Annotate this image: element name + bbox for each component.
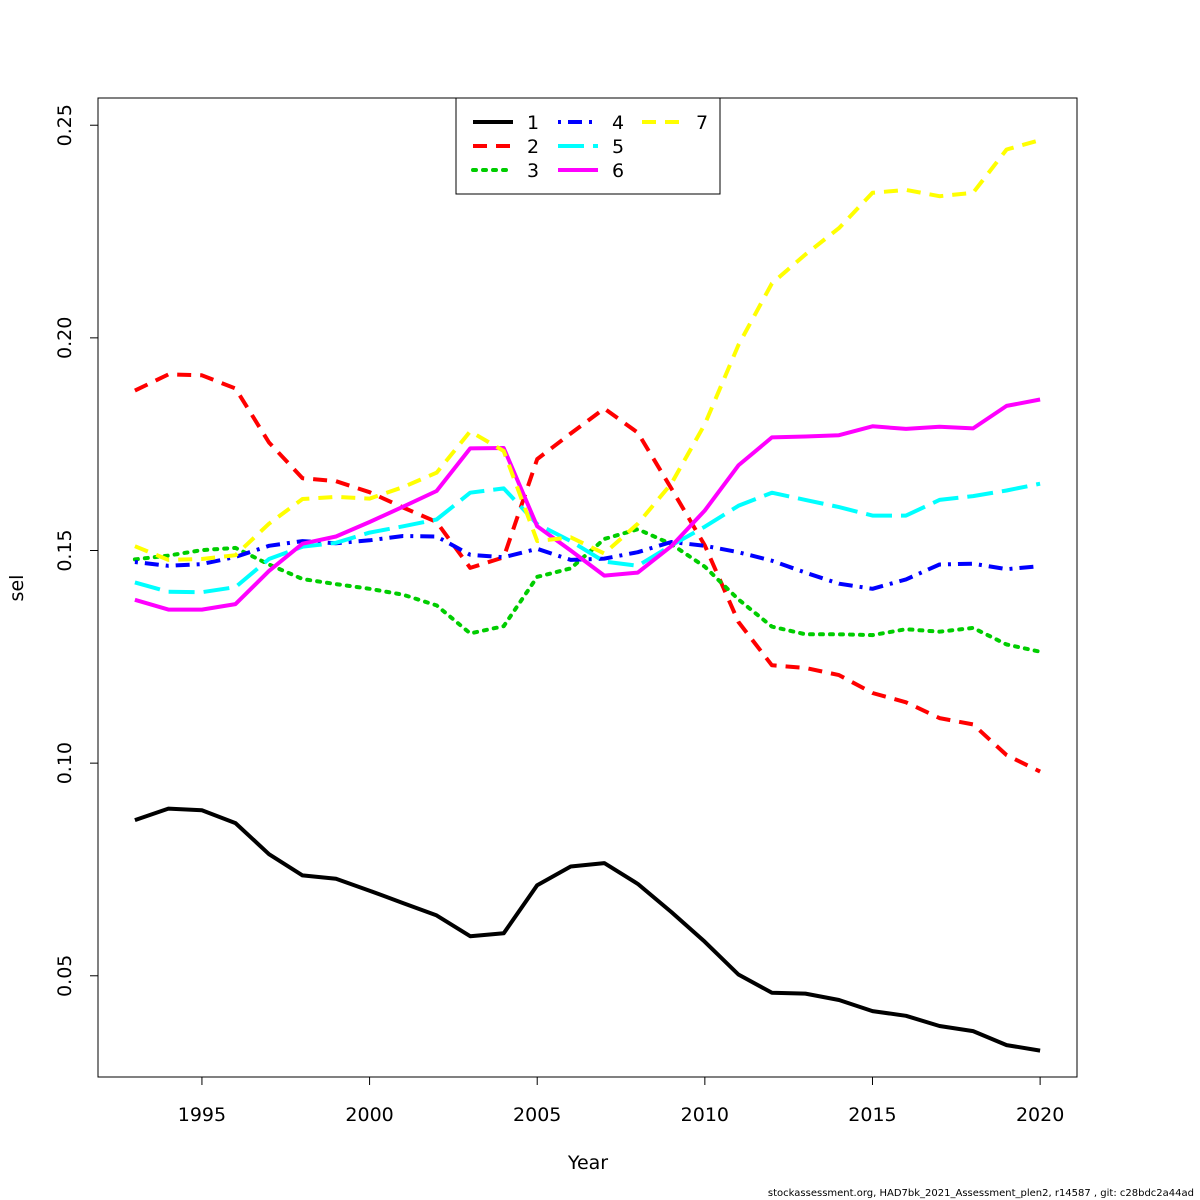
series-2-line (134, 372, 1041, 774)
series-5-line (134, 481, 1041, 595)
series-layer (132, 138, 1043, 1053)
series-1-line (134, 806, 1041, 1053)
legend-label-7: 7 (696, 112, 708, 134)
plot-frame (97, 97, 1078, 1078)
legend-label-4: 4 (612, 112, 624, 134)
legend-label-1: 1 (527, 112, 539, 134)
x-axis-label: Year (567, 1152, 608, 1174)
x-tick-label: 2020 (1016, 1104, 1064, 1126)
x-axis: 1995 2000 2005 2010 2015 2020 (178, 1076, 1064, 1126)
y-tick-label: 0.20 (54, 317, 76, 359)
footer-note: stockassessment.org, HAD7bk_2021_Assessm… (767, 1188, 1194, 1199)
legend: 123 456 7 (455, 97, 721, 195)
x-tick-label: 1995 (178, 1104, 226, 1126)
x-tick-label: 2000 (345, 1104, 393, 1126)
legend-label-6: 6 (612, 160, 624, 182)
x-tick-label: 2010 (681, 1104, 729, 1126)
series-3-line (132, 527, 1043, 654)
y-tick-label: 0.10 (54, 742, 76, 784)
x-tick-label: 2015 (848, 1104, 896, 1126)
legend-label-3: 3 (527, 160, 539, 182)
y-tick-label: 0.25 (54, 104, 76, 146)
series-7-line (134, 138, 1041, 562)
x-tick-label: 2005 (513, 1104, 561, 1126)
y-tick-label: 0.05 (54, 955, 76, 997)
y-tick-label: 0.15 (54, 529, 76, 571)
legend-label-5: 5 (612, 136, 624, 158)
series-6-line (134, 397, 1041, 612)
legend-label-2: 2 (527, 136, 539, 158)
y-axis: 0.05 0.10 0.15 0.20 0.25 (54, 104, 99, 997)
legend-box (455, 97, 721, 195)
y-axis-label: sel (6, 575, 28, 602)
